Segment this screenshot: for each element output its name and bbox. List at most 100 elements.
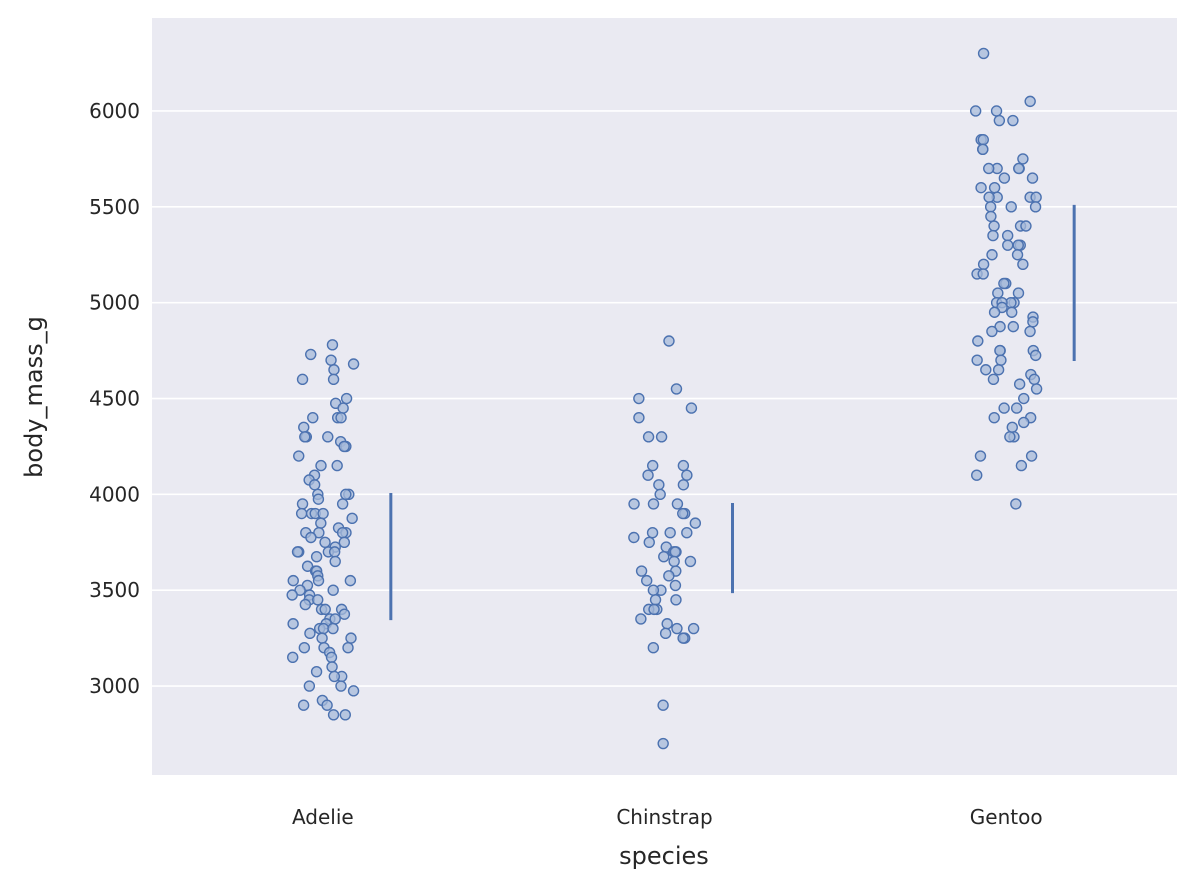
data-point-adelie [326,339,339,351]
data-point-adelie [308,479,321,491]
data-point-adelie [299,598,312,611]
data-point-chinstrap [658,550,670,563]
data-point-adelie [296,498,309,510]
y-tick-label: 4500 [89,387,140,411]
data-point-adelie [312,594,324,606]
data-point-adelie [315,459,327,472]
y-tick-label: 6000 [89,99,140,123]
data-point-gentoo [986,325,998,338]
data-point-chinstrap [633,411,645,424]
data-point-adelie [346,512,358,525]
data-point-gentoo [985,210,997,223]
data-point-chinstrap [681,526,693,539]
data-point-adelie [342,642,354,654]
data-point-adelie [339,709,352,721]
data-point-gentoo [969,105,982,117]
data-point-adelie [299,431,311,443]
data-point-chinstrap [641,574,653,587]
data-point-adelie [336,498,349,510]
data-point-chinstrap [647,642,660,654]
data-point-adelie [293,450,305,462]
data-point-chinstrap [668,555,680,568]
data-point-adelie [296,373,309,386]
data-point-adelie [307,411,319,424]
data-point-chinstrap [649,594,662,606]
data-point-gentoo [1001,229,1014,242]
data-point-gentoo [994,320,1006,333]
data-point-adelie [317,507,329,520]
data-point-adelie [315,517,327,529]
data-point-adelie [312,493,325,505]
data-point-adelie [291,546,304,558]
y-tick-label: 4000 [89,482,140,506]
data-point-chinstrap [647,584,660,596]
data-points [286,47,1043,750]
data-point-gentoo [1013,378,1026,390]
data-point-gentoo [980,364,992,376]
data-point-chinstrap [642,469,654,481]
data-point-gentoo [990,105,1003,117]
data-point-chinstrap [635,565,648,577]
data-point-gentoo [998,172,1011,184]
x-tick-labels: Adelie Chinstrap Gentoo [292,805,1043,829]
data-point-chinstrap [643,536,655,548]
data-point-gentoo [988,220,1000,232]
range-lines [389,204,1076,621]
data-point-adelie [319,603,331,616]
data-point-gentoo [988,306,1001,318]
data-point-adelie [287,651,299,663]
data-point-chinstrap [628,498,640,510]
data-point-chinstrap [661,618,673,630]
data-point-adelie [317,622,330,635]
data-point-gentoo [1030,383,1043,395]
data-point-chinstrap [647,498,660,510]
data-point-gentoo [971,354,983,366]
data-point-adelie [310,665,323,678]
data-point-chinstrap [642,431,655,443]
data-point-gentoo [1017,258,1029,271]
data-point-gentoo [977,258,990,271]
data-point-adelie [312,574,325,587]
y-tick-label: 5000 [89,291,140,315]
data-point-adelie [325,354,337,366]
data-point-gentoo [1010,402,1023,414]
data-point-gentoo [1020,220,1032,232]
x-tick-label: Chinstrap [616,805,712,829]
data-point-gentoo [972,335,984,347]
data-point-chinstrap [684,555,697,568]
data-point-adelie [336,526,349,539]
data-point-adelie [347,358,360,370]
data-point-gentoo [977,143,989,156]
data-point-adelie [310,550,323,563]
data-point-gentoo [998,402,1010,414]
data-point-chinstrap [671,622,683,635]
data-point-adelie [338,536,351,548]
y-tick-label: 3500 [89,578,140,602]
data-point-gentoo [977,134,989,146]
data-point-gentoo [977,47,990,60]
data-point-chinstrap [670,383,683,395]
data-point-chinstrap [657,699,669,711]
data-point-adelie [331,459,343,472]
data-point-adelie [335,411,347,424]
data-point-chinstrap [657,737,669,750]
data-point-chinstrap [646,526,659,539]
y-tick-label: 3000 [89,674,140,698]
data-point-gentoo [987,229,999,242]
data-point-gentoo [1002,239,1014,251]
data-point-chinstrap [687,622,700,635]
data-point-gentoo [995,354,1007,366]
data-point-gentoo [974,450,987,462]
data-point-adelie [340,488,352,501]
data-point-chinstrap [663,335,675,347]
data-point-chinstrap [677,459,690,472]
data-point-adelie [327,373,340,386]
data-point-adelie [327,622,339,635]
x-tick-label: Adelie [292,805,354,829]
data-point-gentoo [1030,191,1042,203]
data-point-adelie [297,699,310,711]
data-point-gentoo [1028,373,1041,386]
data-point-gentoo [1029,201,1042,213]
y-tick-labels: 3000 3500 4000 4500 5000 5500 6000 [89,99,140,698]
data-point-chinstrap [681,469,693,481]
